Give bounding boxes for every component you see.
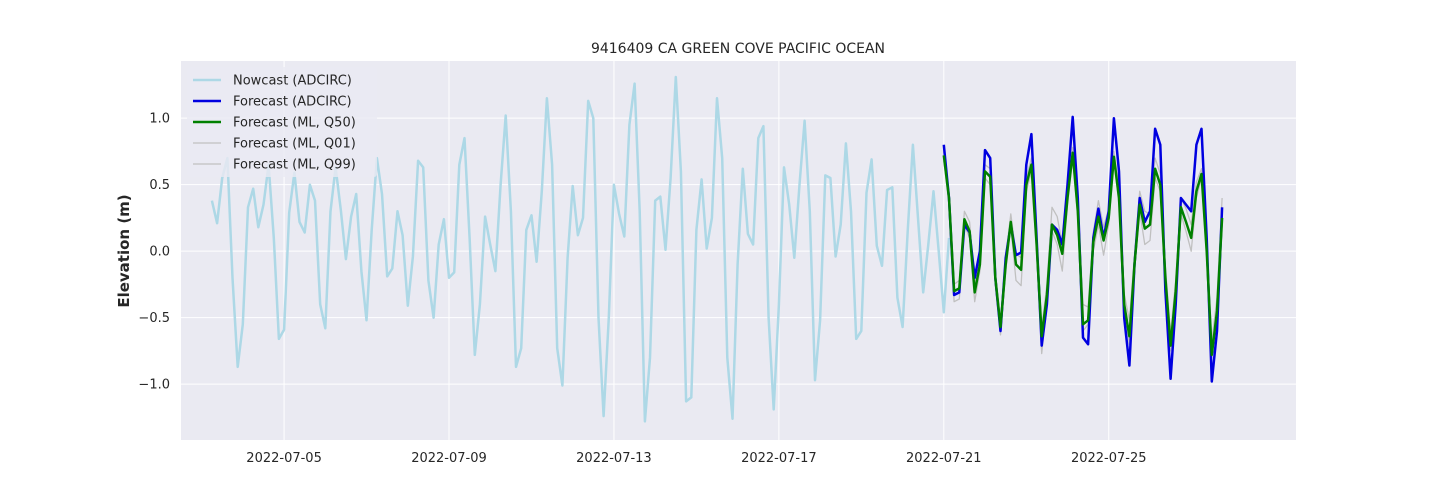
legend: Nowcast (ADCIRC) Forecast (ADCIRC) Forecas… (187, 67, 377, 177)
x-tick-label: 2022-07-05 (246, 451, 322, 466)
y-tick-labels: −1.0 −0.5 0.0 0.5 1.0 (138, 112, 170, 393)
forecast-ml-q50-line (942, 151, 1224, 357)
legend-label: Forecast (ML, Q50) (233, 116, 356, 131)
legend-box (187, 67, 377, 177)
legend-label: Nowcast (ADCIRC) (233, 74, 352, 89)
x-tick-label: 2022-07-21 (906, 451, 982, 466)
x-tick-labels: 2022-07-05 2022-07-09 2022-07-13 2022-07-17… (246, 451, 1146, 466)
y-axis-label: Elevation (m) (115, 194, 133, 307)
x-tick-label: 2022-07-09 (411, 451, 487, 466)
legend-label: Forecast (ADCIRC) (233, 95, 352, 110)
y-tick-label: 1.0 (149, 112, 170, 127)
legend-label: Forecast (ML, Q01) (233, 137, 356, 152)
y-tick-label: 0.5 (149, 178, 170, 193)
x-tick-label: 2022-07-13 (576, 451, 652, 466)
y-tick-label: −1.0 (138, 378, 170, 393)
x-tick-label: 2022-07-25 (1071, 451, 1147, 466)
legend-label: Forecast (ML, Q99) (233, 158, 356, 173)
chart-title: 9416409 CA GREEN COVE PACIFIC OCEAN (591, 41, 885, 57)
y-tick-label: 0.0 (149, 245, 170, 260)
x-tick-label: 2022-07-17 (741, 451, 817, 466)
y-tick-label: −0.5 (138, 311, 170, 326)
